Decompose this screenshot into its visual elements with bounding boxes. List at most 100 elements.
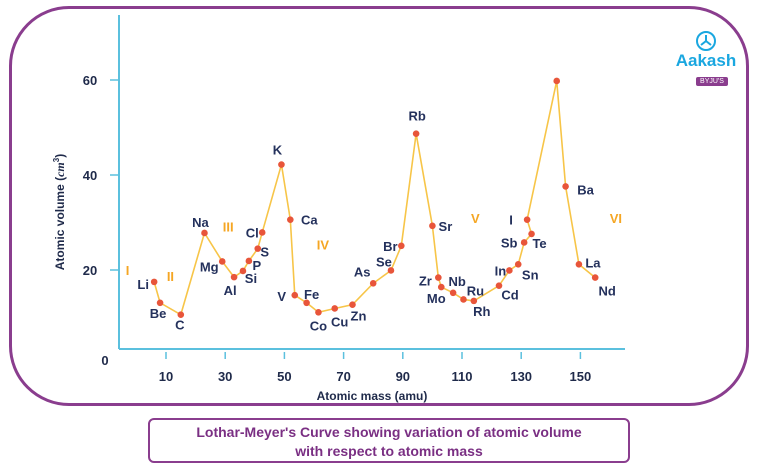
element-label-cu: Cu: [331, 314, 348, 329]
period-label: V: [471, 211, 480, 226]
element-label-mg: Mg: [200, 259, 219, 274]
element-label-nb: Nb: [448, 274, 465, 289]
data-point-ba: [562, 183, 569, 190]
data-point-peak: [553, 77, 561, 85]
element-label-se: Se: [376, 254, 392, 269]
data-point-te: [528, 230, 535, 238]
data-point-rb: [412, 130, 420, 137]
data-point-sn: [514, 261, 522, 268]
x-tick-label: 10: [159, 369, 173, 384]
element-label-br: Br: [383, 239, 397, 254]
data-point-fe: [303, 299, 310, 307]
x-tick-label: 130: [510, 369, 532, 384]
data-point-sr: [429, 222, 436, 230]
data-point-be: [156, 299, 164, 307]
period-label: II: [167, 269, 174, 284]
y-tick-label: 0: [101, 353, 108, 368]
data-point-s: [254, 245, 262, 252]
element-label-nd: Nd: [599, 284, 616, 299]
element-label-ba: Ba: [577, 182, 594, 197]
data-point-br: [398, 242, 405, 250]
element-label-c: C: [175, 318, 185, 333]
data-point-rh: [470, 297, 478, 305]
data-point-ru: [460, 296, 467, 303]
element-label-i: I: [509, 213, 513, 228]
x-tick-label: 50: [277, 369, 291, 384]
data-point-i: [523, 216, 531, 223]
data-point-li: [150, 278, 158, 286]
element-label-si: Si: [245, 271, 257, 286]
data-point-in: [506, 267, 513, 274]
element-label-k: K: [273, 143, 283, 158]
period-label: I: [126, 263, 130, 278]
element-label-zr: Zr: [419, 274, 432, 289]
element-label-be: Be: [150, 306, 167, 321]
element-label-zn: Zn: [351, 309, 367, 324]
element-label-mo: Mo: [427, 291, 446, 306]
x-tick-label: 70: [336, 369, 350, 384]
data-point-p: [245, 257, 253, 265]
x-tick-label: 150: [570, 369, 592, 384]
data-point-c: [177, 311, 185, 318]
logo-emblem-icon: [696, 31, 716, 51]
element-label-la: La: [585, 255, 601, 270]
caption-line-1: Lothar-Meyer's Curve showing variation o…: [196, 424, 582, 440]
element-label-te: Te: [532, 236, 546, 251]
element-label-li: Li: [137, 277, 149, 292]
x-tick-label: 110: [452, 369, 473, 384]
period-label: VI: [610, 211, 622, 226]
data-point-si: [239, 267, 247, 275]
element-label-rb: Rb: [408, 109, 425, 124]
x-tick-label: 30: [218, 369, 232, 384]
logo-text: Aakash: [675, 51, 737, 70]
data-point-na: [201, 229, 208, 237]
element-label-s: S: [260, 245, 269, 260]
element-label-sb: Sb: [501, 235, 518, 250]
element-label-cd: Cd: [501, 288, 518, 303]
data-point-as: [369, 280, 377, 287]
element-label-al: Al: [224, 283, 237, 298]
data-point-zr: [435, 274, 442, 281]
figure-caption: Lothar-Meyer's Curve showing variation o…: [148, 418, 630, 463]
element-label-as: As: [354, 264, 371, 279]
element-label-fe: Fe: [304, 287, 319, 302]
y-tick-label: 40: [83, 168, 97, 183]
element-label-p: P: [253, 258, 262, 273]
data-point-co: [315, 308, 322, 316]
data-point-cl: [258, 229, 266, 236]
data-point-v: [291, 291, 299, 299]
data-point-k: [278, 161, 285, 168]
element-label-na: Na: [192, 215, 209, 230]
period-label: III: [223, 219, 234, 234]
element-label-co: Co: [310, 318, 327, 333]
data-point-ca: [287, 216, 294, 223]
element-label-in: In: [495, 263, 507, 278]
data-point-nb: [449, 289, 457, 297]
element-label-ru: Ru: [467, 283, 484, 298]
data-point-la: [575, 261, 583, 268]
y-axis-title: Atomic volume (cm3): [52, 154, 67, 270]
caption-line-2: with respect to atomic mass: [295, 443, 483, 459]
y-tick-label: 20: [83, 263, 97, 278]
element-label-cl: Cl: [246, 225, 259, 240]
x-tick-label: 90: [396, 369, 410, 384]
data-point-cu: [331, 305, 339, 312]
element-label-ca: Ca: [301, 213, 318, 228]
logo-sub: BYJU'S: [696, 77, 728, 86]
data-point-mo: [437, 283, 445, 291]
data-point-nd: [591, 274, 599, 281]
element-label-sn: Sn: [522, 267, 539, 282]
x-axis-title: Atomic mass (amu): [317, 389, 428, 403]
data-point-mg: [218, 258, 226, 265]
element-label-sr: Sr: [439, 219, 453, 234]
y-tick-label: 60: [83, 73, 97, 88]
element-label-rh: Rh: [473, 304, 490, 319]
data-point-al: [230, 273, 238, 281]
period-label: IV: [317, 237, 330, 252]
data-point-zn: [349, 301, 356, 308]
aakash-logo: Aakash BYJU'S: [664, 30, 748, 88]
element-label-v: V: [277, 289, 286, 304]
data-point-cd: [495, 282, 503, 289]
chart-frame: [9, 6, 749, 406]
